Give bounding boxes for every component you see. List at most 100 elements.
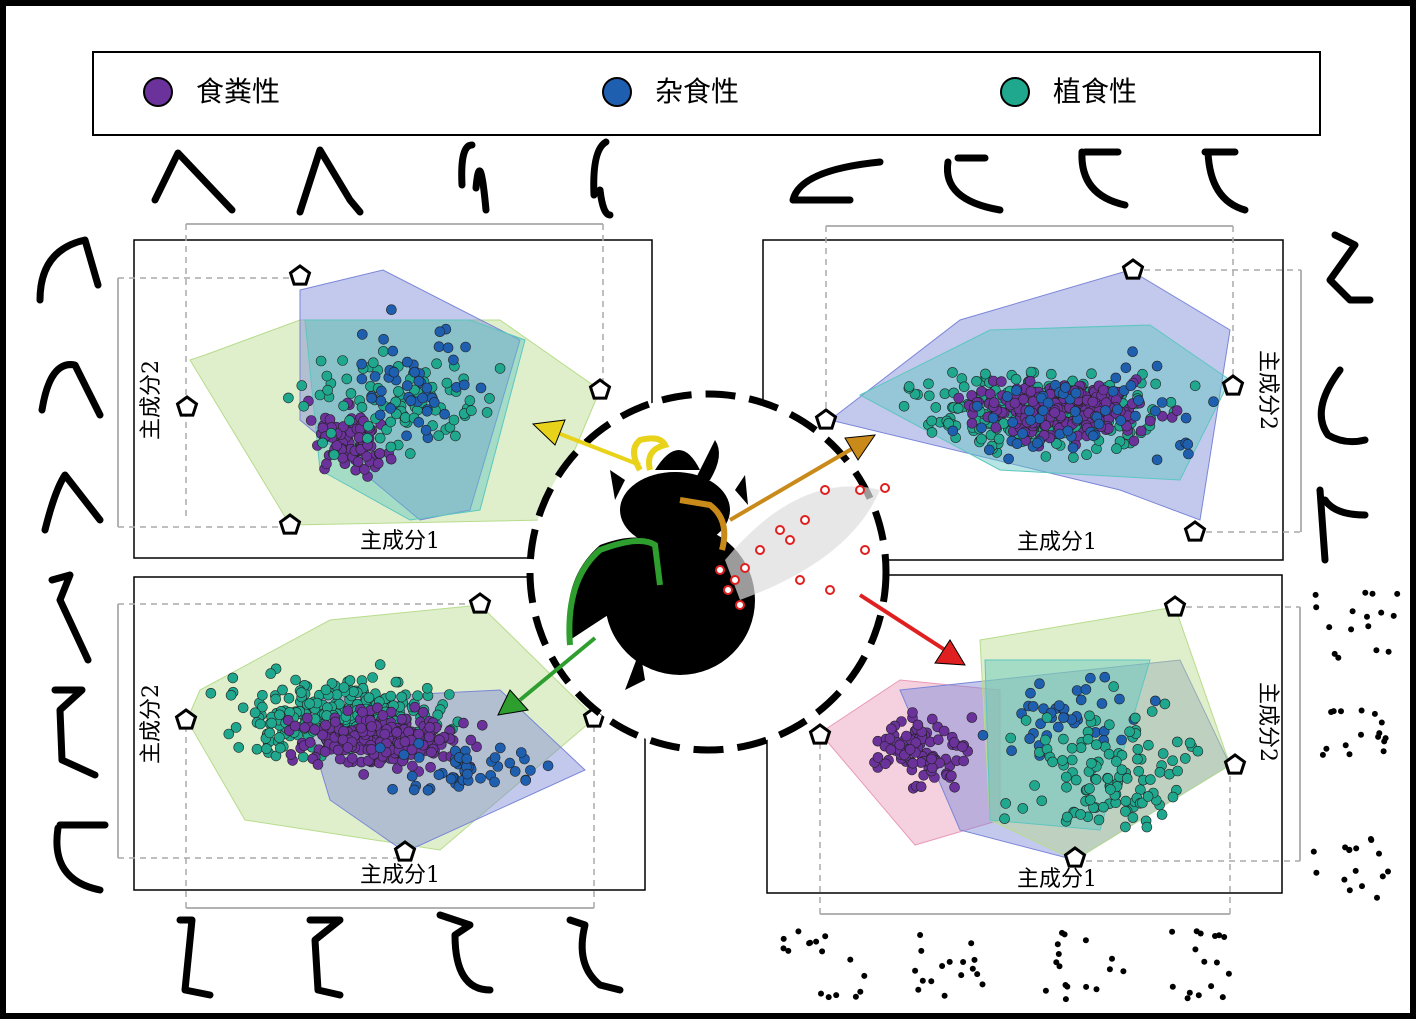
point (426, 746, 437, 758)
point (1025, 687, 1036, 699)
point (520, 775, 532, 786)
point (988, 397, 1000, 408)
point (1037, 405, 1049, 417)
landmark-dots (780, 589, 1401, 1003)
point (999, 813, 1010, 825)
point (443, 689, 455, 700)
point (401, 356, 413, 368)
outline (1317, 366, 1369, 446)
point (342, 705, 354, 717)
point (1087, 430, 1099, 442)
point (1087, 396, 1099, 408)
point (433, 769, 445, 781)
point (396, 691, 408, 703)
point (484, 393, 495, 404)
guide-dash (825, 226, 1301, 533)
point (387, 345, 399, 357)
outline (566, 916, 624, 994)
point (1061, 781, 1072, 793)
point (957, 741, 968, 753)
point (406, 770, 418, 782)
pentagon (808, 723, 832, 745)
point (448, 414, 460, 426)
point (458, 717, 469, 729)
point (407, 760, 418, 772)
point (1034, 678, 1045, 690)
point (481, 407, 493, 418)
point (1029, 780, 1040, 791)
landmark (1331, 650, 1338, 657)
landmark (1062, 982, 1069, 988)
landmark (969, 965, 976, 972)
point (515, 747, 527, 758)
point (401, 430, 412, 442)
wing-landmark (735, 600, 745, 610)
point (356, 373, 368, 385)
landmark (1106, 966, 1113, 973)
pentagon (288, 264, 312, 286)
point (391, 726, 403, 738)
y-axis-label: 主成分2 (139, 360, 164, 440)
point (462, 768, 473, 780)
landmark (1373, 647, 1380, 654)
landmark (1208, 983, 1215, 990)
point (489, 752, 501, 763)
point (1150, 378, 1161, 390)
guides (117, 223, 1302, 915)
point (1058, 712, 1069, 724)
landmark (1380, 748, 1387, 755)
point (274, 732, 285, 743)
x-axis-label: 主成分1 (1017, 530, 1097, 555)
point (1104, 719, 1115, 731)
point (296, 380, 308, 391)
landmark (780, 935, 787, 942)
point (509, 766, 521, 777)
wing-landmark (820, 485, 830, 495)
elytra-highlight (566, 538, 663, 646)
point (230, 722, 242, 733)
point (445, 773, 457, 785)
point (932, 734, 944, 746)
landmark (806, 940, 813, 947)
point (356, 329, 368, 340)
wing-landmarks (715, 483, 890, 610)
wing-landmark (730, 575, 740, 585)
point (996, 376, 1007, 387)
point (404, 448, 416, 459)
landmark (825, 994, 832, 1001)
landmark (1371, 710, 1378, 717)
point (460, 341, 471, 353)
point (304, 698, 315, 709)
landmark (1082, 937, 1089, 944)
landmark (1374, 894, 1380, 901)
y-axis-label: 主成分2 (139, 684, 164, 764)
point (301, 712, 313, 724)
landmark (1385, 868, 1391, 875)
x-axis-label: 主成分1 (360, 863, 440, 888)
point (386, 304, 397, 316)
landmark (819, 948, 826, 955)
point (1105, 784, 1116, 795)
landmark (1376, 850, 1382, 857)
point (312, 759, 324, 770)
point (363, 692, 375, 704)
point (257, 689, 268, 701)
point (1132, 743, 1144, 755)
point (1075, 742, 1087, 754)
point (374, 742, 386, 754)
arrow (518, 636, 597, 702)
point (475, 772, 486, 784)
point (907, 757, 919, 769)
legend-marker (143, 77, 173, 107)
point (305, 415, 317, 426)
wing-landmark (800, 515, 810, 525)
point (358, 769, 370, 780)
point (458, 379, 470, 391)
point (494, 363, 506, 374)
point (391, 763, 403, 774)
point (1049, 407, 1060, 418)
legend-label: 植食性 (1053, 75, 1137, 108)
outline (1326, 231, 1374, 304)
outline (176, 916, 214, 999)
